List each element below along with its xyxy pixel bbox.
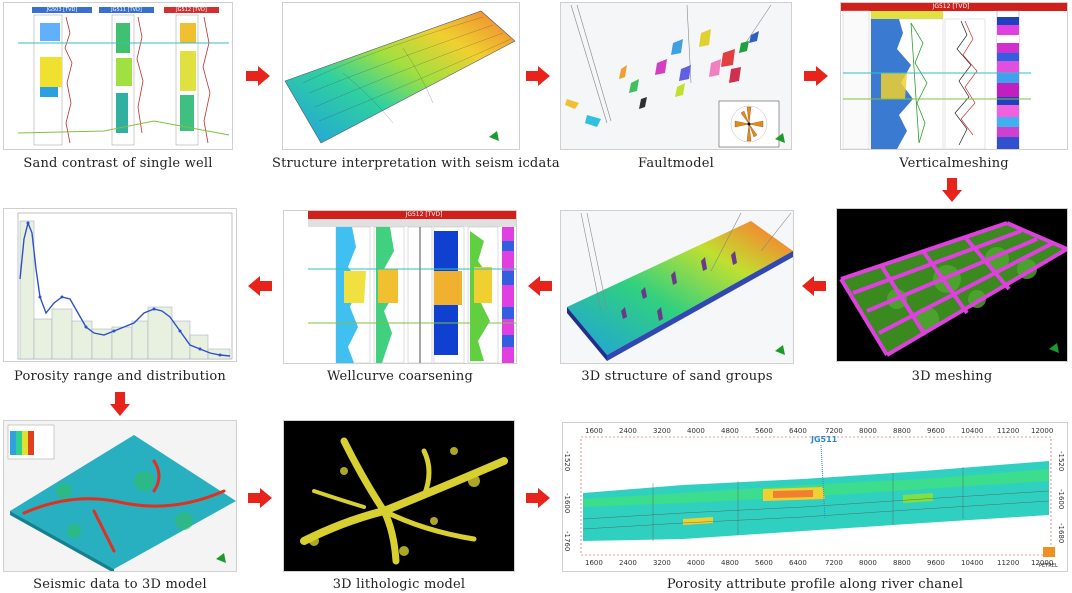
porosity-profile-graphic xyxy=(580,436,1055,557)
x-tick-top-4: 4000 xyxy=(687,427,705,435)
x-tick-top-2: 2400 xyxy=(619,427,637,435)
panel-porosity-profile: JG511 1600 2400 3200 4000 4800 5600 6400… xyxy=(562,422,1068,572)
arrow-down-1 xyxy=(942,178,962,202)
seismic-3d-graphic xyxy=(7,424,236,571)
well-header-2: JG511 [TVD] xyxy=(111,7,142,13)
x-tick-top-11: 9600 xyxy=(927,427,945,435)
x-tick-bottom-1: 1600 xyxy=(585,559,603,567)
arrow-left-3 xyxy=(802,276,826,296)
lithologic-graphic xyxy=(300,437,508,565)
panel-vertical-meshing: JG512 [TVD] xyxy=(840,2,1068,150)
y-tick-left-1: -1520 xyxy=(563,451,571,472)
x-tick-top-1: 1600 xyxy=(585,427,603,435)
vertical-meshing-header: JG512 [TVD] xyxy=(932,3,970,10)
panel-lithologic-model xyxy=(283,420,515,572)
panel-fault-model xyxy=(560,2,792,150)
caption-vertical-meshing: Verticalmeshing xyxy=(899,156,1009,171)
x-tick-top-8: 7200 xyxy=(825,427,843,435)
x-tick-top-7: 6400 xyxy=(789,427,807,435)
x-tick-top-13: 11200 xyxy=(997,427,1020,435)
caption-3d-structure: 3D structure of sand groups xyxy=(581,369,773,384)
panel-sand-contrast: JG503 [TVD] JG511 [TVD] JG512 [TVD] xyxy=(3,2,233,150)
x-tick-top-6: 5600 xyxy=(755,427,773,435)
arrow-right-5 xyxy=(526,488,550,508)
caption-porosity-distribution: Porosity range and distribution xyxy=(14,369,226,384)
y-tick-left-3: -1760 xyxy=(563,531,571,552)
panel-structure-interpretation xyxy=(282,2,520,150)
3d-meshing-graphic xyxy=(839,221,1067,357)
caption-sand-contrast: Sand contrast of single well xyxy=(23,156,213,171)
x-tick-bottom-4: 4000 xyxy=(687,559,705,567)
x-tick-bottom-9: 8000 xyxy=(859,559,877,567)
x-tick-bottom-7: 6400 xyxy=(789,559,807,567)
x-tick-top-5: 4800 xyxy=(721,427,739,435)
x-tick-bottom-3: 3200 xyxy=(653,559,671,567)
arrow-left-2 xyxy=(528,276,552,296)
wellcurve-graphic xyxy=(308,211,516,363)
3d-structure-graphic xyxy=(567,212,793,361)
fault-model-graphic xyxy=(565,4,785,148)
caption-fault-model: Faultmodel xyxy=(638,156,714,171)
x-tick-bottom-12: 10400 xyxy=(961,559,984,567)
x-tick-bottom-13: 11200 xyxy=(997,559,1020,567)
panel-3d-meshing xyxy=(836,208,1068,362)
panel-seismic-3d xyxy=(3,420,237,572)
caption-porosity-profile: Porosity attribute profile along river c… xyxy=(666,577,964,592)
panel-wellcurve-coarsening: JG512 [TVD] xyxy=(283,210,517,364)
well-label-jg511: JG511 xyxy=(811,435,838,444)
arrow-right-2 xyxy=(526,66,550,86)
x-tick-top-9: 8000 xyxy=(859,427,877,435)
arrow-right-4 xyxy=(248,488,272,508)
vertical-meshing-graphic xyxy=(841,3,1067,149)
x-tick-top-14: 12000 xyxy=(1031,427,1054,435)
panel-3d-structure xyxy=(560,210,794,364)
panel-porosity-distribution xyxy=(3,208,237,362)
caption-wellcurve-coarsening: Wellcurve coarsening xyxy=(326,369,473,384)
y-tick-right-2: -1600 xyxy=(1057,489,1065,510)
seismic-surface-graphic xyxy=(284,10,516,144)
y-tick-right-1: -1520 xyxy=(1057,451,1065,472)
x-tick-bottom-14: 12000 xyxy=(1031,559,1054,567)
x-tick-bottom-5: 4800 xyxy=(721,559,739,567)
caption-structure-interpretation: Structure interpretation with seism icda… xyxy=(272,156,560,171)
well-logs-graphic xyxy=(17,7,230,146)
caption-3d-meshing: 3D meshing xyxy=(911,369,993,384)
y-tick-left-2: -1600 xyxy=(563,493,571,514)
x-tick-top-12: 10400 xyxy=(961,427,984,435)
caption-seismic-3d: Seismic data to 3D model xyxy=(33,577,207,592)
x-tick-bottom-8: 7200 xyxy=(825,559,843,567)
x-tick-bottom-6: 5600 xyxy=(755,559,773,567)
well-header-1: JG503 [TVD] xyxy=(46,7,78,13)
x-tick-bottom-2: 2400 xyxy=(619,559,637,567)
x-tick-bottom-10: 8800 xyxy=(893,559,911,567)
well-header-3: JG512 [TVD] xyxy=(176,7,207,13)
porosity-histogram-graphic xyxy=(17,212,233,360)
caption-lithologic-model: 3D lithologic model xyxy=(332,577,466,592)
wellcurve-header: JG512 [TVD] xyxy=(405,211,443,218)
y-tick-right-3: -1680 xyxy=(1057,523,1065,544)
petrel-logo: PETREL xyxy=(1039,563,1058,569)
arrow-right-3 xyxy=(804,66,828,86)
x-tick-bottom-11: 9600 xyxy=(927,559,945,567)
arrow-left-1 xyxy=(248,276,272,296)
arrow-down-2 xyxy=(110,392,130,416)
x-tick-top-10: 8800 xyxy=(893,427,911,435)
arrow-right-1 xyxy=(246,66,270,86)
x-tick-top-3: 3200 xyxy=(653,427,671,435)
